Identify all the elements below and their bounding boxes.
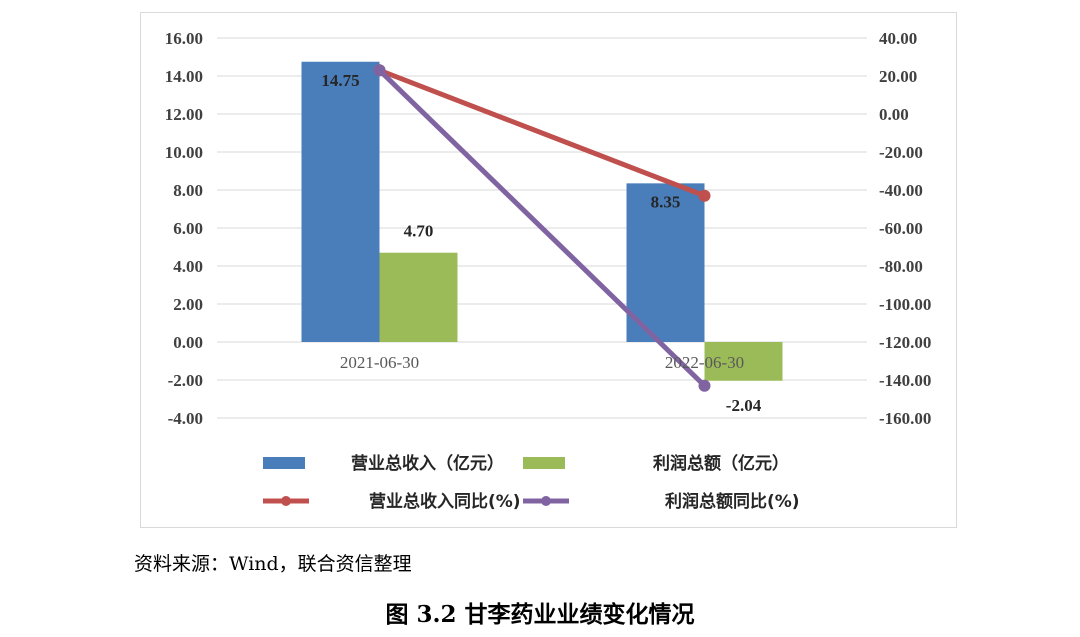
revenue-bar <box>301 61 380 342</box>
left-tick-label: 16.00 <box>165 29 203 48</box>
left-tick-label: 4.00 <box>173 257 203 276</box>
right-tick-label: 40.00 <box>879 29 917 48</box>
left-tick-label: 10.00 <box>165 143 203 162</box>
bar-data-label: 4.70 <box>404 222 434 241</box>
ticks-layer: 16.00 14.00 12.00 10.00 8.00 6.00 4.00 2.00 0.00… <box>165 29 932 428</box>
profit-bar <box>704 342 783 381</box>
left-tick-label: -4.00 <box>168 409 203 428</box>
legend-profit-swatch <box>523 457 565 469</box>
revenue-bar <box>626 183 705 342</box>
bar-data-label: 8.35 <box>651 192 681 211</box>
left-tick-label: 0.00 <box>173 333 203 352</box>
left-tick-label: 6.00 <box>173 219 203 238</box>
bars-layer <box>301 61 783 381</box>
right-tick-label: -40.00 <box>879 181 923 200</box>
legend-revenue-yoy-label: 营业总收入同比(%) <box>369 491 521 512</box>
left-tick-label: 14.00 <box>165 67 203 86</box>
right-tick-label: 20.00 <box>879 67 917 86</box>
chart-frame: 16.00 14.00 12.00 10.00 8.00 6.00 4.00 2.00 0.00… <box>140 12 957 528</box>
right-tick-label: -160.00 <box>879 409 931 428</box>
legend-revenue-label: 营业总收入（亿元） <box>351 453 504 474</box>
revenue-yoy-line <box>377 67 707 199</box>
right-tick-label: -20.00 <box>879 143 923 162</box>
source-note: 资料来源：Wind，联合资信整理 <box>134 553 412 575</box>
profit-yoy-point <box>373 64 386 77</box>
legend-profit-yoy-marker <box>541 496 551 506</box>
revenue-yoy-point <box>698 189 711 202</box>
chart-svg: 16.00 14.00 12.00 10.00 8.00 6.00 4.00 2.00 0.00… <box>165 29 932 512</box>
bar-data-label: -2.04 <box>726 396 762 415</box>
profit-yoy-line <box>377 67 707 389</box>
category-label: 2022-06-30 <box>665 353 744 372</box>
chart-legend: 营业总收入（亿元） 利润总额（亿元） 营业总收入同比(%) 利润总额同比(%) <box>263 453 800 512</box>
legend-revenue-swatch <box>263 457 305 469</box>
right-tick-label: -120.00 <box>879 333 931 352</box>
legend-profit-yoy-label: 利润总额同比(%) <box>665 491 800 512</box>
right-tick-label: -80.00 <box>879 257 923 276</box>
right-tick-label: -60.00 <box>879 219 923 238</box>
left-tick-label: 8.00 <box>173 181 203 200</box>
category-label: 2021-06-30 <box>340 353 419 372</box>
lines-layer <box>373 64 711 392</box>
left-tick-label: 2.00 <box>173 295 203 314</box>
profit-bar <box>379 252 458 342</box>
right-tick-label: -100.00 <box>879 295 931 314</box>
profit-yoy-point <box>698 379 711 392</box>
left-tick-label: -2.00 <box>168 371 203 390</box>
left-tick-label: 12.00 <box>165 105 203 124</box>
labels-layer: 14.75 4.70 8.35 -2.04 <box>321 71 761 415</box>
right-tick-label: -140.00 <box>879 371 931 390</box>
legend-profit-label: 利润总额（亿元） <box>653 453 789 474</box>
legend-revenue-yoy-marker <box>281 496 291 506</box>
bar-data-label: 14.75 <box>321 71 359 90</box>
right-tick-label: 0.00 <box>879 105 909 124</box>
figure-caption: 图 3.2 甘李药业业绩变化情况 <box>385 601 695 628</box>
